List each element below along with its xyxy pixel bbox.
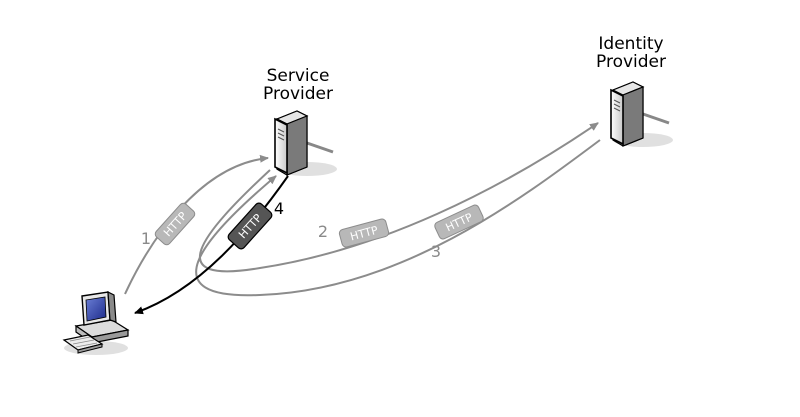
http-tag-step-2: HTTP	[338, 218, 390, 248]
arrow-step-4	[134, 175, 289, 315]
service-provider-label-line2: Provider	[263, 84, 333, 104]
step-number-2: 2	[318, 222, 328, 241]
server-icon	[274, 110, 337, 177]
arrow-step-3	[195, 139, 601, 297]
http-tag-step-1: HTTP	[154, 202, 196, 246]
computer-icon	[62, 290, 130, 355]
arrow-step-2	[199, 122, 599, 273]
http-tag-step-4: HTTP	[227, 202, 273, 250]
service-provider-label-line1: Service	[267, 66, 330, 86]
identity-provider-label-line2: Provider	[596, 52, 666, 72]
identity-provider-label-line1: Identity	[598, 34, 663, 54]
server-icon	[610, 81, 673, 147]
step-number-4: 4	[274, 199, 284, 218]
http-tag-step-3: HTTP	[434, 204, 484, 240]
step-number-1: 1	[141, 229, 151, 248]
step-number-3: 3	[431, 242, 441, 261]
